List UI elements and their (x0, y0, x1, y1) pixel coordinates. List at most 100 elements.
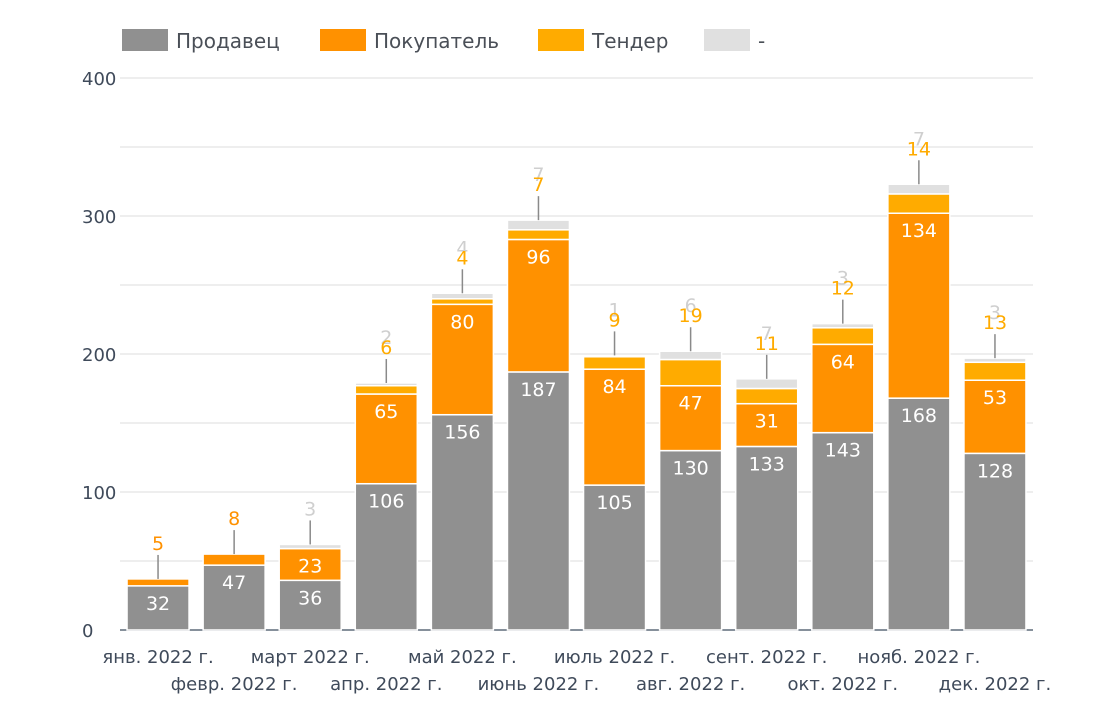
data-label: 9 (608, 309, 620, 331)
bar-segment (582, 368, 647, 486)
data-label: 128 (977, 460, 1013, 482)
bar-segment (430, 413, 495, 631)
data-label: 7 (913, 128, 925, 150)
bar-segment (658, 358, 723, 387)
x-tick-label: март 2022 г. (251, 647, 370, 668)
legend-label-3: - (758, 29, 765, 53)
x-tick-label: сент. 2022 г. (706, 647, 827, 668)
data-label: 133 (749, 453, 785, 475)
bar-segment (354, 393, 419, 485)
bar-segment (126, 578, 190, 587)
y-tick-label: 200 (82, 345, 116, 366)
legend-swatch-1 (320, 29, 366, 51)
bar-segment (887, 193, 951, 214)
bar-segment (202, 553, 266, 566)
x-tick-label: апр. 2022 г. (330, 674, 442, 695)
x-tick-label: янв. 2022 г. (102, 647, 213, 668)
bar-segment (278, 543, 342, 550)
legend-label-0: Продавец (176, 29, 280, 53)
x-tick-label: авг. 2022 г. (636, 674, 745, 695)
data-label: 65 (374, 401, 398, 423)
data-label: 36 (298, 587, 322, 609)
data-label: 64 (831, 351, 855, 373)
bar-segment (963, 357, 1027, 364)
bar-segment (887, 183, 951, 195)
data-label: 4 (456, 237, 468, 259)
data-label: 31 (755, 411, 779, 433)
x-tick-label: нояб. 2022 г. (857, 647, 980, 668)
bar-segment (734, 378, 799, 390)
x-tick-label: июнь 2022 г. (478, 674, 600, 695)
data-label: 130 (672, 458, 708, 480)
bar-segment (811, 327, 875, 346)
data-label: 4 (456, 247, 468, 269)
bar-segment (430, 303, 495, 416)
data-label: 168 (901, 405, 937, 427)
x-tick-label: дек. 2022 г. (939, 674, 1052, 695)
data-label: 7 (761, 323, 773, 345)
bar-segment (582, 356, 647, 370)
data-label: 7 (532, 164, 544, 186)
data-label: 14 (907, 138, 931, 160)
data-label: 80 (450, 311, 474, 333)
bar-segment (430, 298, 495, 306)
bar-segment (887, 397, 951, 631)
bar-segment (811, 322, 875, 329)
data-label: 1 (608, 299, 620, 321)
bar-segment (963, 452, 1027, 631)
bar-segment (582, 484, 647, 631)
bar-segment (734, 387, 799, 405)
x-tick-label: окт. 2022 г. (788, 674, 899, 695)
legend-swatch-3 (704, 29, 750, 51)
bar-segment (354, 382, 419, 387)
data-label: 156 (444, 422, 480, 444)
bar-segment (506, 219, 571, 231)
data-label: 8 (228, 508, 240, 530)
x-tick-label: май 2022 г. (408, 647, 517, 668)
data-label: 11 (755, 333, 779, 355)
bar-segment (658, 384, 723, 452)
legend-swatch-0 (122, 29, 168, 51)
bar-segment (811, 431, 875, 631)
data-label: 105 (596, 492, 632, 514)
data-label: 7 (532, 174, 544, 196)
bar-segment (658, 350, 723, 361)
bar-segment (811, 343, 875, 434)
data-label: 47 (679, 393, 703, 415)
bar-segment (278, 579, 342, 631)
data-label: 5 (152, 533, 164, 555)
data-label: 6 (685, 295, 697, 317)
y-tick-label: 0 (82, 621, 93, 642)
legend-label-2: Тендер (591, 29, 668, 53)
y-tick-label: 300 (82, 207, 116, 228)
data-label: 47 (222, 572, 246, 594)
data-label: 187 (520, 379, 556, 401)
data-label: 3 (989, 302, 1001, 324)
data-label: 96 (526, 246, 550, 268)
data-label: 106 (368, 491, 404, 513)
bar-segment (506, 229, 571, 241)
bar-segment (430, 292, 495, 300)
data-label: 2 (380, 327, 392, 349)
bar-segment (887, 212, 951, 399)
bar-segment (506, 371, 571, 631)
data-label: 19 (679, 305, 703, 327)
bar-segment (658, 449, 723, 631)
bar-segment (354, 384, 419, 395)
legend-swatch-2 (538, 29, 584, 51)
data-label: 3 (304, 498, 316, 520)
y-tick-label: 400 (82, 69, 116, 90)
bar-segment (582, 354, 647, 358)
data-label: 143 (825, 440, 861, 462)
data-label: 134 (901, 220, 937, 242)
bar-segment (506, 238, 571, 373)
data-label: 6 (380, 337, 392, 359)
data-label: 12 (831, 278, 855, 300)
data-label: 84 (602, 376, 626, 398)
x-tick-label: февр. 2022 г. (171, 674, 298, 695)
x-tick-label: июль 2022 г. (554, 647, 675, 668)
bar-segment (734, 402, 799, 448)
bar-segment (963, 361, 1027, 381)
